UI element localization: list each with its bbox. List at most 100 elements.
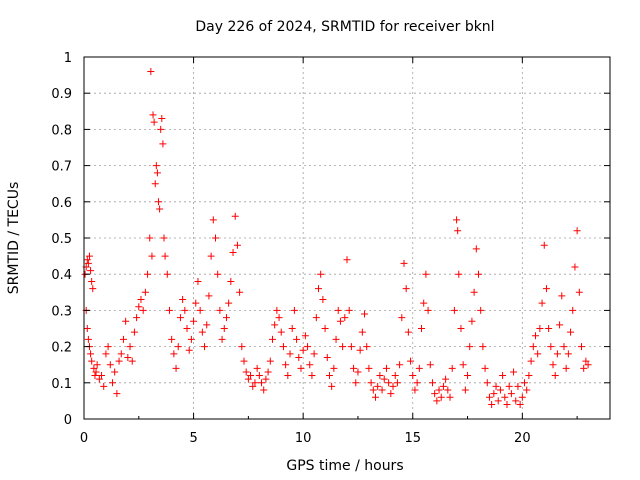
y-tick-label: 0.6: [51, 196, 72, 211]
data-point: [580, 364, 588, 372]
data-point: [218, 335, 226, 343]
data-point: [393, 379, 401, 387]
data-point: [569, 306, 577, 314]
data-point: [336, 317, 344, 325]
data-point: [148, 252, 156, 260]
data-point: [560, 343, 568, 351]
data-point: [220, 325, 228, 332]
data-point: [542, 285, 550, 293]
data-point: [266, 357, 274, 365]
data-point: [496, 386, 504, 394]
data-point: [308, 372, 316, 380]
data-point: [262, 375, 270, 383]
data-point: [286, 350, 294, 358]
data-point: [466, 343, 474, 351]
data-point: [87, 267, 95, 275]
data-point: [98, 372, 106, 380]
data-point: [415, 364, 423, 372]
data-point: [505, 382, 513, 390]
data-point: [448, 364, 456, 372]
data-point: [525, 372, 533, 380]
data-point: [83, 325, 91, 332]
data-point: [481, 364, 489, 372]
x-tick-label: 5: [189, 431, 197, 446]
data-point: [240, 357, 248, 365]
data-point: [319, 296, 327, 304]
data-point: [187, 335, 195, 343]
data-point: [540, 241, 548, 249]
data-point: [339, 343, 347, 351]
y-tick-label: 0.1: [51, 377, 72, 392]
data-point: [483, 379, 491, 387]
data-point: [176, 314, 184, 322]
data-point: [293, 335, 301, 343]
data-point: [229, 248, 237, 256]
data-point: [352, 379, 360, 387]
data-point: [192, 299, 200, 307]
data-point: [149, 111, 157, 119]
data-point: [249, 382, 257, 390]
y-tick-label: 1: [64, 51, 72, 66]
data-point: [516, 401, 524, 409]
data-point: [325, 372, 333, 380]
data-point: [315, 285, 323, 293]
data-point: [453, 216, 461, 224]
data-point: [426, 361, 434, 369]
data-point: [389, 382, 397, 390]
data-point: [108, 379, 116, 387]
data-point: [556, 321, 564, 329]
data-point: [499, 372, 507, 380]
data-point: [159, 140, 167, 148]
data-point: [523, 386, 531, 394]
data-point: [170, 350, 178, 358]
data-point: [450, 306, 458, 314]
data-point: [527, 357, 535, 365]
data-point: [196, 306, 204, 314]
data-point: [582, 357, 590, 365]
data-point: [371, 393, 379, 401]
data-point: [396, 361, 404, 369]
data-point: [435, 386, 443, 394]
data-point: [83, 256, 91, 264]
data-point: [279, 343, 287, 351]
data-point: [205, 292, 213, 300]
data-point: [141, 288, 149, 296]
data-point: [562, 364, 570, 372]
data-point: [446, 393, 454, 401]
data-point: [413, 379, 421, 387]
data-points: [81, 67, 592, 409]
data-point: [420, 299, 428, 307]
data-point: [174, 343, 182, 351]
data-point: [95, 375, 103, 383]
data-point: [304, 343, 312, 351]
data-point: [549, 361, 557, 369]
data-point: [387, 390, 395, 398]
data-point: [567, 328, 575, 336]
data-point: [354, 368, 362, 376]
data-point: [288, 325, 296, 332]
y-tick-label: 0.8: [51, 123, 72, 138]
data-point: [84, 335, 92, 343]
data-point: [455, 270, 463, 278]
data-point: [538, 299, 546, 307]
data-point: [113, 390, 121, 398]
data-point: [376, 372, 384, 380]
data-point: [422, 270, 430, 278]
data-point: [231, 212, 239, 220]
data-point: [391, 372, 399, 380]
data-point: [198, 328, 206, 336]
data-point: [160, 234, 168, 242]
data-point: [299, 346, 307, 354]
data-point: [92, 368, 100, 376]
y-tick-label: 0.4: [51, 268, 72, 283]
y-tick-label: 0.3: [51, 304, 72, 319]
data-point: [251, 379, 259, 387]
data-point: [104, 343, 112, 351]
data-point: [479, 343, 487, 351]
data-point: [165, 306, 173, 314]
data-point: [275, 314, 283, 322]
data-point: [553, 350, 561, 358]
data-point: [128, 357, 136, 365]
data-point: [273, 306, 281, 314]
data-point: [402, 285, 410, 293]
